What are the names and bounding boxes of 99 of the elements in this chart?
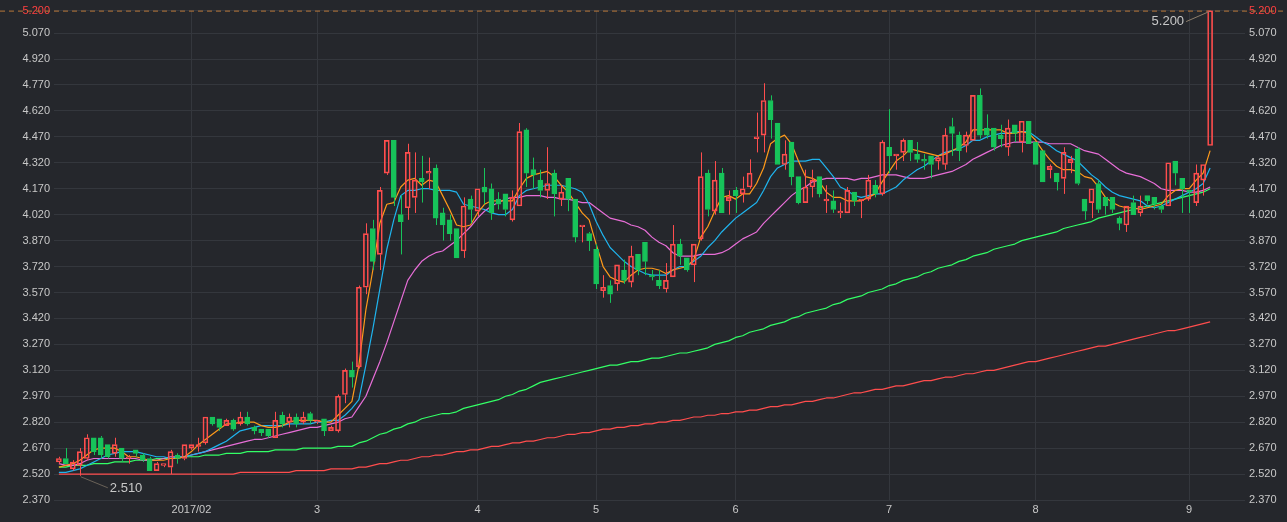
x-tick-label: 3: [313, 502, 321, 515]
candlestick: [656, 269, 662, 290]
candlestick: [977, 87, 983, 140]
y-tick-label: 2.970: [22, 389, 50, 402]
y-tick-label: 2.820: [22, 415, 50, 428]
y2-tick-label: 3.120: [1249, 363, 1277, 376]
candlestick: [1011, 124, 1018, 143]
y2-tick-label: 4.470: [1249, 129, 1277, 142]
candlestick: [1151, 197, 1158, 210]
y2-tick-label: 4.920: [1249, 52, 1277, 65]
candlestick: [307, 411, 313, 425]
y-tick-label: 3.120: [22, 363, 50, 376]
candlestick: [90, 437, 97, 456]
y-tick-label: 3.870: [22, 233, 50, 246]
candlestick: [718, 167, 725, 214]
y-tick-label: 4.320: [22, 155, 50, 168]
candlestick: [586, 231, 592, 252]
x-tick-label: 9: [1186, 502, 1193, 515]
candlestick: [886, 108, 892, 174]
candlestick: [572, 198, 579, 243]
candlestick: [593, 243, 599, 290]
y-tick-label: 4.020: [22, 207, 50, 220]
candlestick: [607, 279, 613, 304]
y-tick-label: 3.720: [22, 259, 50, 272]
x-tick-label: 8: [1032, 502, 1039, 515]
candlestick: [949, 117, 955, 157]
y2-tick-label: 5.200: [1249, 3, 1277, 16]
y2-tick-label: 5.070: [1249, 26, 1277, 39]
candlestick: [1144, 195, 1151, 205]
candlestick: [621, 259, 627, 285]
y2-tick-label: 3.870: [1249, 233, 1277, 246]
y-tick-label: 5.200: [22, 3, 50, 16]
y-tick-label: 5.070: [22, 26, 50, 39]
candlestick: [997, 124, 1004, 148]
candlestick: [704, 169, 711, 217]
candlestick: [1158, 203, 1165, 214]
y2-tick-label: 2.820: [1249, 415, 1277, 428]
y2-tick-label: 3.720: [1249, 259, 1277, 272]
y-tick-label: 4.470: [22, 129, 50, 142]
candlestick: [321, 418, 327, 437]
candlestick: [63, 447, 69, 465]
y2-tick-label: 4.020: [1249, 207, 1277, 220]
candlestick: [1186, 190, 1193, 214]
x-tick-label: 4: [474, 502, 481, 515]
candlestick: [551, 169, 558, 217]
candlestick: [244, 411, 251, 427]
y-tick-label: 2.520: [22, 467, 50, 480]
candlestick: [349, 361, 355, 389]
y2-tick-label: 4.770: [1249, 77, 1277, 90]
candlestick: [914, 141, 920, 164]
candlestick: [258, 428, 265, 437]
x-tick-label: 5: [593, 502, 600, 515]
candlestick: [677, 238, 683, 266]
candlestick: [1172, 160, 1179, 186]
candlestick: [537, 169, 544, 198]
candlestick: [990, 127, 997, 152]
candlestick: [390, 139, 397, 207]
candlestick: [984, 113, 990, 140]
annotation: 5.200: [1151, 13, 1185, 29]
candlestick: [635, 254, 641, 276]
y2-tick-label: 4.170: [1249, 181, 1277, 194]
y-tick-label: 4.770: [22, 77, 50, 90]
y2-tick-label: 3.420: [1249, 311, 1277, 324]
y-tick-label: 2.670: [22, 441, 50, 454]
candlestick: [565, 178, 572, 212]
candlestick: [1179, 178, 1186, 214]
candlestick: [928, 155, 934, 179]
candlestick: [265, 428, 272, 439]
y-tick-label: 4.620: [22, 103, 50, 116]
annotation: 2.510: [109, 480, 143, 496]
candlestick: [684, 257, 690, 273]
x-tick-label: 2017/02: [171, 502, 212, 515]
x-tick-label: 6: [732, 502, 739, 515]
y2-tick-label: 2.370: [1249, 493, 1277, 506]
y2-tick-label: 3.570: [1249, 285, 1277, 298]
y-tick-label: 3.270: [22, 337, 50, 350]
y-tick-label: 3.570: [22, 285, 50, 298]
y2-tick-label: 2.970: [1249, 389, 1277, 402]
candlestick: [97, 435, 104, 459]
candlestick: [642, 242, 648, 276]
x-tick-label: 7: [886, 502, 893, 515]
candlestick: [397, 195, 404, 255]
candlestick: [370, 219, 376, 271]
y-tick-label: 2.370: [22, 493, 50, 506]
candlestick: [118, 447, 125, 463]
y2-tick-label: 2.520: [1249, 467, 1277, 480]
candlestick: [851, 191, 858, 207]
candlestick: [418, 155, 425, 204]
candlestick: [907, 139, 913, 162]
candlestick: [921, 153, 927, 171]
y-tick-label: 4.920: [22, 52, 50, 65]
y-tick-label: 4.170: [22, 181, 50, 194]
y-tick-label: 3.420: [22, 311, 50, 324]
y2-tick-label: 4.320: [1249, 155, 1277, 168]
candlestick: [956, 131, 962, 162]
y2-tick-label: 4.620: [1249, 103, 1277, 116]
candlestick: [230, 418, 237, 432]
y2-tick-label: 3.270: [1249, 337, 1277, 350]
y2-tick-label: 2.670: [1249, 441, 1277, 454]
